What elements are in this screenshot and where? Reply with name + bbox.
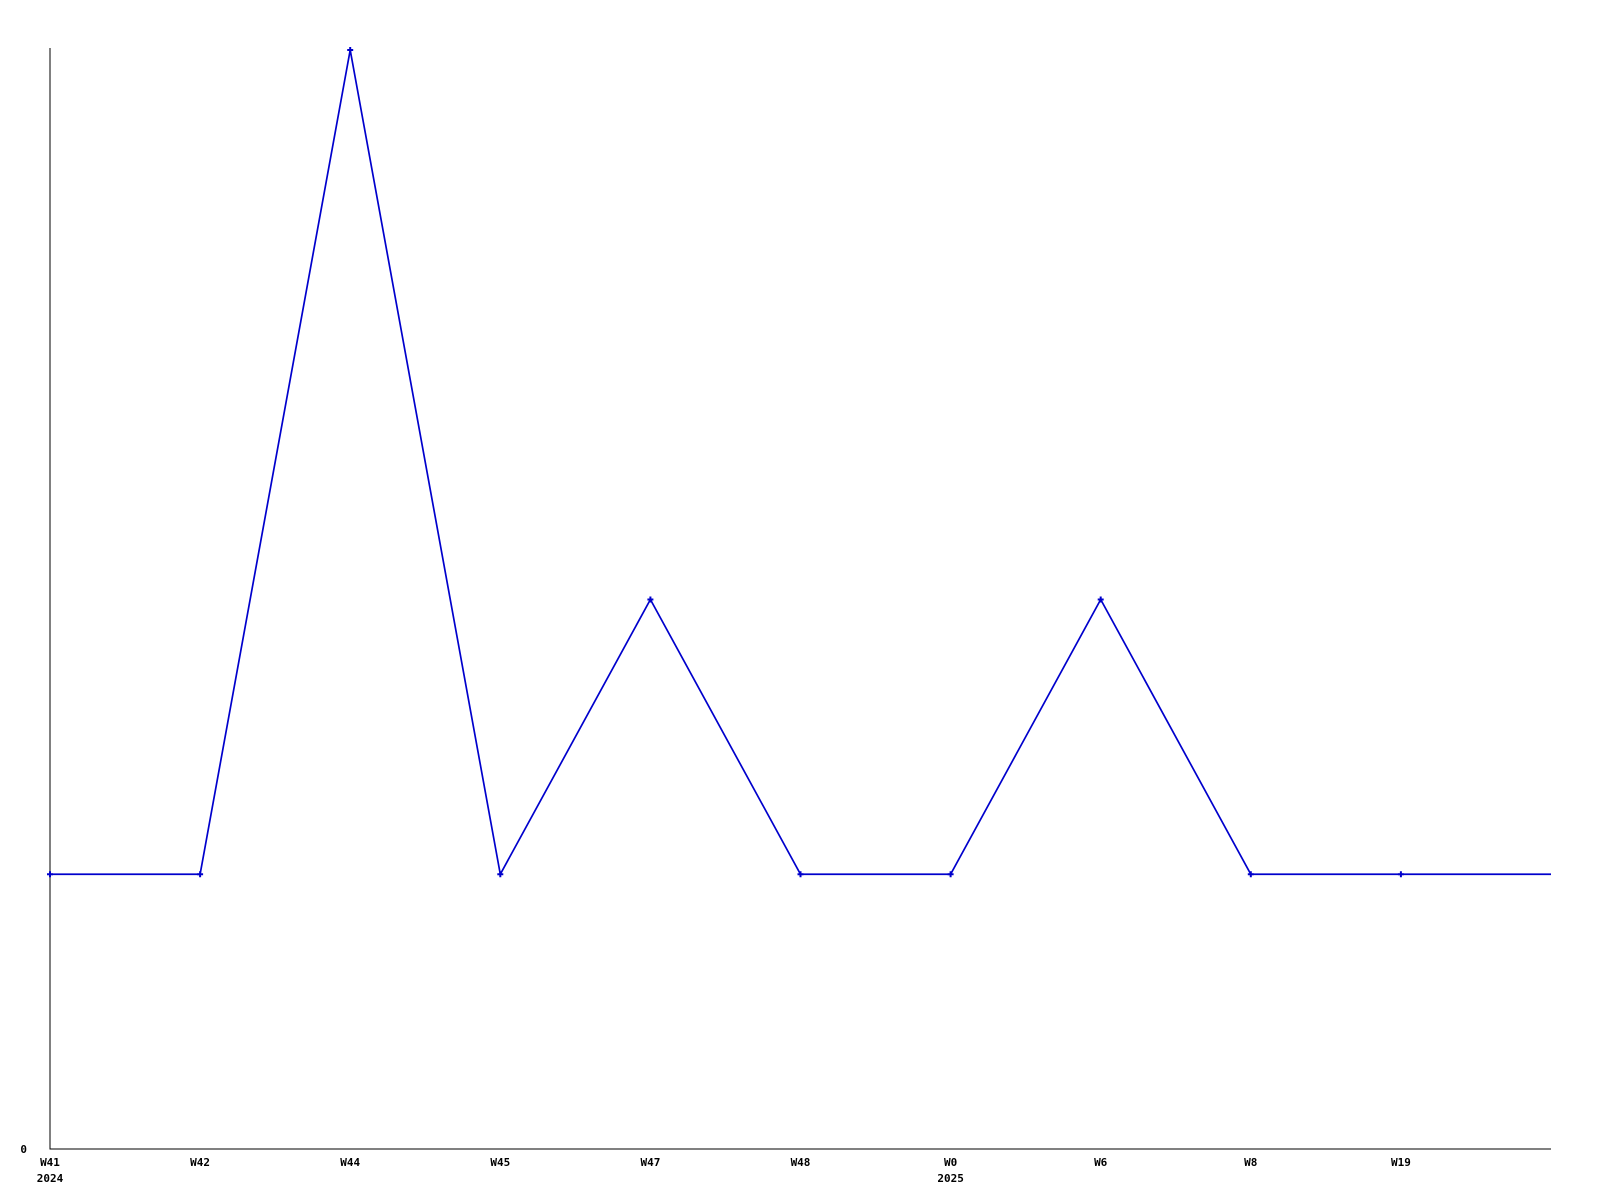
data-point-marker xyxy=(347,47,354,53)
data-point-marker xyxy=(497,871,504,878)
axis-lines xyxy=(49,48,1551,1150)
x-tick-label: W42 xyxy=(190,1156,210,1169)
x-tick-label: W8 xyxy=(1244,1156,1257,1169)
data-series xyxy=(47,47,1551,878)
data-point-marker xyxy=(947,871,954,878)
x-tick-label: W48 xyxy=(791,1156,811,1169)
x-tick-label: W45 xyxy=(490,1156,510,1169)
x-tick-label: W6 xyxy=(1094,1156,1108,1169)
x-axis-tick-labels: W41 2024 W42 W44 W45 W47 W48 W0 2025 W6 W8 W19 xyxy=(37,1156,1411,1185)
data-point-marker xyxy=(1097,596,1104,603)
y-axis-zero-label: 0 xyxy=(20,1143,27,1156)
data-point-marker xyxy=(797,871,804,878)
data-point-marker xyxy=(1397,871,1404,878)
x-tick-year-label: 2024 xyxy=(37,1172,64,1185)
x-tick-label: W47 xyxy=(640,1156,660,1169)
data-point-marker xyxy=(1247,871,1254,878)
data-point-marker xyxy=(47,871,53,878)
x-tick-year-label: 2025 xyxy=(937,1172,964,1185)
x-tick-label: W19 xyxy=(1391,1156,1411,1169)
x-tick-label: W0 xyxy=(944,1156,957,1169)
x-tick-label: W41 xyxy=(40,1156,60,1169)
x-tick-label: W44 xyxy=(340,1156,360,1169)
data-point-marker xyxy=(197,871,204,878)
data-point-marker xyxy=(647,596,654,603)
series-line xyxy=(50,49,1551,877)
